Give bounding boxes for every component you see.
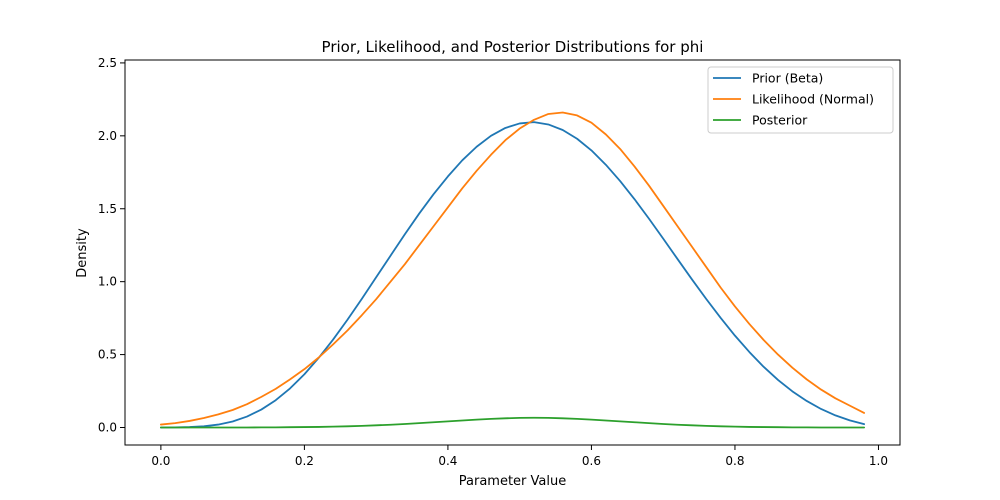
legend-entries: Prior (Beta) Likelihood (Normal) Posterior (713, 71, 874, 128)
chart-title: Prior, Likelihood, and Posterior Distrib… (322, 38, 704, 56)
legend-label-posterior: Posterior (752, 113, 808, 128)
y-axis-label: Density (75, 228, 90, 278)
x-tick-label: 0.8 (725, 454, 744, 468)
x-tick-label: 0.2 (295, 454, 314, 468)
y-tick-label: 2.0 (98, 129, 117, 143)
y-axis: 0.0 0.5 1.0 1.5 2.0 2.5 (98, 56, 125, 435)
x-axis: 0.0 0.2 0.4 0.6 0.8 1.0 (151, 445, 888, 468)
y-tick-label: 0.0 (98, 421, 117, 435)
y-tick-label: 1.5 (98, 202, 117, 216)
series-line-likelihood-normal (159, 111, 866, 426)
series-line-posterior (159, 416, 866, 429)
x-tick-label: 1.0 (869, 454, 888, 468)
y-tick-label: 2.5 (98, 56, 117, 70)
x-axis-label: Parameter Value (459, 474, 566, 489)
x-tick-label: 0.6 (582, 454, 601, 468)
x-tick-label: 0.4 (438, 454, 457, 468)
legend-box (707, 66, 894, 134)
y-tick-label: 0.5 (98, 348, 117, 362)
legend: Prior (Beta) Likelihood (Normal) Posterior (707, 66, 894, 134)
series-lines (159, 111, 866, 429)
series-line-prior-beta (159, 121, 866, 429)
x-tick-label: 0.0 (151, 454, 170, 468)
legend-label-prior-beta: Prior (Beta) (752, 71, 823, 86)
legend-label-likelihood-normal: Likelihood (Normal) (752, 92, 874, 107)
y-tick-label: 1.0 (98, 275, 117, 289)
